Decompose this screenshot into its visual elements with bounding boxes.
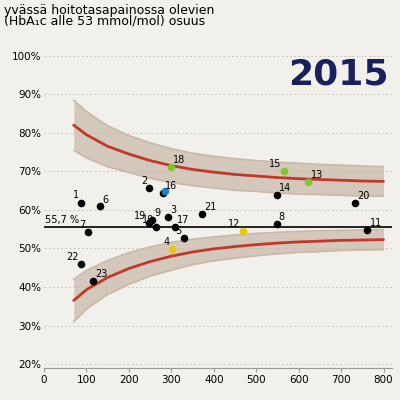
Point [90,278,96,284]
Text: 17: 17 [177,214,189,224]
Text: 8: 8 [279,212,285,222]
Point [199,210,205,217]
Point [149,216,156,223]
Text: 21: 21 [204,202,216,212]
Text: 13: 13 [310,170,323,180]
Text: 6: 6 [102,194,108,204]
Point [153,223,160,230]
Text: yvässä hoitotasapainossa olevien: yvässä hoitotasapainossa olevien [4,4,214,17]
Point [160,189,166,196]
Text: 7: 7 [79,220,86,230]
Text: 11: 11 [370,218,382,228]
Text: 2: 2 [141,176,147,186]
Point [146,184,152,191]
Point [172,223,178,230]
Text: 14: 14 [279,183,291,193]
Text: 18: 18 [174,155,186,165]
Text: 22: 22 [67,252,79,262]
Text: (HbA₁ᴄ alle 53 mmol/mol) osuus: (HbA₁ᴄ alle 53 mmol/mol) osuus [4,14,205,27]
Text: 19: 19 [134,211,147,221]
Text: 9: 9 [154,208,160,218]
Point [78,200,84,206]
Point [162,188,168,195]
Point [97,203,103,210]
Point [364,227,370,233]
Point [273,192,280,198]
Text: 4: 4 [164,237,170,247]
Text: 1: 1 [73,190,79,200]
Text: 12: 12 [228,219,240,229]
Point [280,168,287,174]
Text: 55,7 %: 55,7 % [45,215,79,225]
Point [78,261,84,267]
Text: 15: 15 [269,160,282,170]
Text: 16: 16 [165,181,177,191]
Point [305,179,312,185]
Point [240,228,246,234]
Text: 10: 10 [142,214,154,224]
Text: 2015: 2015 [288,58,388,92]
Point [146,220,152,226]
Point [165,214,172,220]
Text: 20: 20 [357,191,370,201]
Point [168,164,174,170]
Text: 3: 3 [170,205,176,215]
Point [84,229,91,235]
Point [181,234,187,241]
Text: 5: 5 [176,226,182,236]
Point [352,200,358,206]
Point [169,246,175,252]
Point [273,221,280,227]
Text: 23: 23 [95,269,107,279]
